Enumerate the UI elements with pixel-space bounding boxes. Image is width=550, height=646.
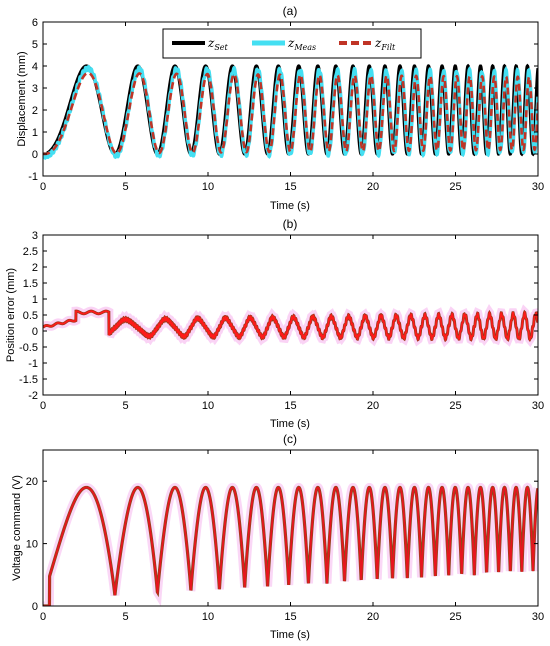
y-tick-label: 0 (32, 601, 38, 613)
panel-c: (c) 0 10 20 0 5 10 15 20 25 30 Time (s) Voltage … (11, 432, 544, 641)
x-tick-label: 15 (284, 611, 296, 623)
y-tick-label: -2 (28, 390, 38, 402)
panel-b-ylabel: Position error (mm) (5, 268, 17, 362)
y-tick-label: -1.5 (19, 374, 38, 386)
y-tick-label: 20 (26, 476, 38, 488)
y-tick-label: 5 (32, 39, 38, 51)
series-error (43, 310, 538, 341)
legend-box (162, 28, 422, 59)
panel-b-plot-area (43, 304, 538, 348)
x-tick-label: 25 (449, 181, 461, 193)
x-tick-label: 30 (532, 181, 544, 193)
panel-c-title: (c) (283, 432, 297, 446)
panel-b-lines (43, 304, 538, 348)
y-tick-label: -1 (28, 358, 38, 370)
panel-a-ylabel: Displacement (mm) (16, 51, 28, 146)
x-tick-label: 5 (122, 181, 128, 193)
panel-a-y-ticks: -1 0 1 2 3 4 5 6 (28, 17, 538, 183)
y-tick-label: -1 (28, 171, 38, 183)
y-tick-label: 1 (32, 127, 38, 139)
y-tick-label: 10 (26, 539, 38, 551)
y-tick-label: 1 (32, 294, 38, 306)
panel-c-plot-area (43, 482, 538, 606)
panel-b-xlabel: Time (s) (270, 418, 310, 430)
x-tick-label: 15 (284, 181, 296, 193)
x-tick-label: 0 (40, 181, 46, 193)
panel-b-x-ticks: 0 5 10 15 20 25 30 (40, 235, 544, 412)
panel-a-legend: zSet zMeas zFilt (162, 28, 422, 59)
y-tick-label: 0 (32, 326, 38, 338)
panel-a-xlabel: Time (s) (270, 200, 310, 212)
panel-c-x-ticks: 0 5 10 15 20 25 30 (40, 450, 544, 623)
x-tick-label: 10 (202, 400, 214, 412)
panel-b-title: (b) (283, 217, 298, 231)
panel-c-y-ticks: 0 10 20 (26, 476, 538, 613)
y-tick-label: 6 (32, 17, 38, 29)
panel-a-plot-area (43, 63, 538, 160)
legend-label-filt: zFilt (374, 36, 396, 52)
x-tick-label: 20 (367, 400, 379, 412)
series-z-filt (43, 71, 538, 156)
x-tick-label: 0 (40, 400, 46, 412)
x-tick-label: 15 (284, 400, 296, 412)
x-tick-label: 5 (122, 400, 128, 412)
y-tick-label: 1.5 (23, 278, 38, 290)
y-tick-label: 0 (32, 149, 38, 161)
panel-a-lines (43, 63, 538, 160)
x-tick-label: 25 (449, 611, 461, 623)
x-tick-label: 20 (367, 611, 379, 623)
x-tick-label: 25 (449, 400, 461, 412)
legend-label-set: zSet (207, 36, 229, 52)
series-voltage (43, 486, 538, 606)
y-tick-label: 4 (32, 61, 38, 73)
x-tick-label: 20 (367, 181, 379, 193)
legend-label-meas: zMeas (287, 36, 316, 52)
panel-c-xlabel: Time (s) (270, 629, 310, 641)
y-tick-label: 2 (32, 262, 38, 274)
panel-c-lines (43, 482, 538, 606)
panel-a-title: (a) (283, 4, 298, 18)
panel-c-ylabel: Voltage command (V) (11, 475, 23, 581)
x-tick-label: 10 (202, 611, 214, 623)
panel-b: (b) -2 -1.5 -1 -0.5 0 0.5 1 1.5 2 2.5 3 0 5 10 15 20 25… (5, 217, 544, 430)
y-tick-label: 3 (32, 83, 38, 95)
y-tick-label: 0.5 (23, 310, 38, 322)
x-tick-label: 30 (532, 611, 544, 623)
x-tick-label: 0 (40, 611, 46, 623)
y-tick-label: 3 (32, 230, 38, 242)
y-tick-label: 2.5 (23, 246, 38, 258)
x-tick-label: 5 (122, 611, 128, 623)
panel-a-x-ticks: 0 5 10 15 20 25 30 (40, 22, 544, 193)
x-tick-label: 30 (532, 400, 544, 412)
y-tick-label: 2 (32, 105, 38, 117)
panel-b-y-ticks: -2 -1.5 -1 -0.5 0 0.5 1 1.5 2 2.5 3 (19, 230, 538, 402)
x-tick-label: 10 (202, 181, 214, 193)
y-tick-label: -0.5 (19, 342, 38, 354)
